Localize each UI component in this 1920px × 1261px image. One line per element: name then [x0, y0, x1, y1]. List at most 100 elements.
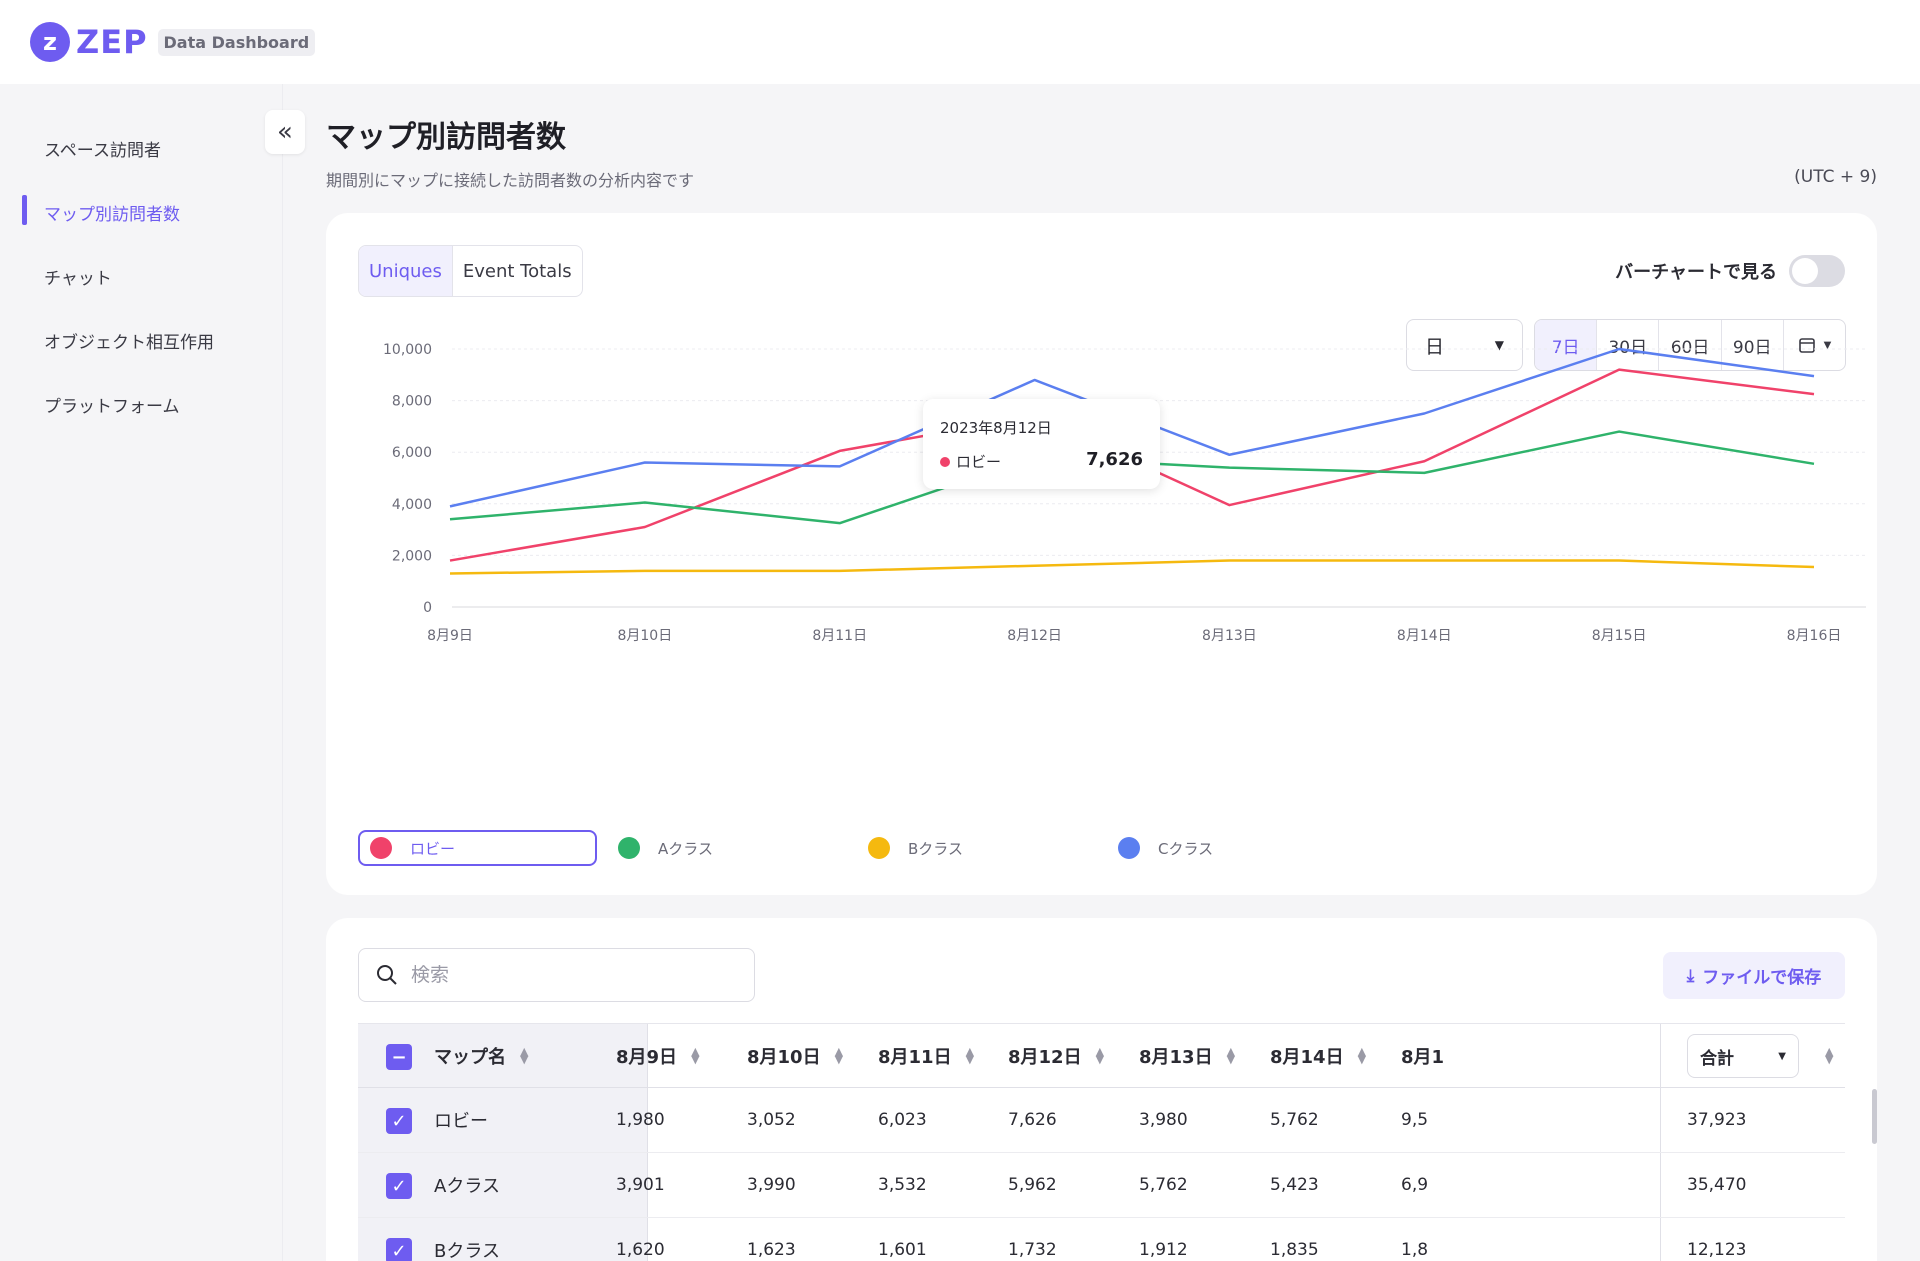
- value-cell: 1,835: [1270, 1240, 1319, 1260]
- double-chevron-left-icon: «: [277, 117, 293, 147]
- y-tick-label: 8,000: [392, 394, 432, 410]
- range-60d[interactable]: 60日: [1659, 320, 1722, 370]
- x-tick-label: 8月12日: [1007, 628, 1062, 644]
- value-cell: 6,023: [878, 1110, 927, 1130]
- header-label: 8月1: [1401, 1046, 1445, 1068]
- value-cell: 1,8: [1401, 1240, 1429, 1260]
- value-cell: 9,5: [1401, 1110, 1429, 1130]
- legend-item-c-class[interactable]: Cクラス: [1118, 830, 1213, 866]
- value-cell: 3,990: [747, 1175, 796, 1195]
- column-header-date[interactable]: 8月1: [1401, 1024, 1444, 1087]
- legend-dot-icon: [1118, 837, 1140, 859]
- tooltip-series: ロビー: [940, 451, 1001, 472]
- value-cell: 1,980: [616, 1110, 665, 1130]
- table-row[interactable]: ✓ Bクラス 1,620 1,623 1,601 1,732 1,912 1,835 1,8 12…: [358, 1218, 1845, 1261]
- bar-chart-toggle[interactable]: [1789, 255, 1845, 287]
- y-tick-label: 0: [423, 600, 432, 616]
- series-dot-icon: [940, 456, 950, 467]
- fixed-column: ✓ Aクラス: [358, 1153, 648, 1217]
- sidebar-item-space-visitors[interactable]: スペース訪問者: [44, 141, 161, 161]
- column-header-date[interactable]: 8月10日 ▲ ▼: [747, 1024, 843, 1087]
- sidebar-item-chat[interactable]: チャット: [44, 269, 112, 289]
- sort-icon: ▲ ▼: [1357, 1044, 1367, 1066]
- x-tick-label: 8月15日: [1592, 628, 1647, 644]
- download-icon: ⤓: [1686, 965, 1695, 986]
- x-tick-label: 8月14日: [1397, 628, 1452, 644]
- column-header-date[interactable]: 8月13日 ▲ ▼: [1139, 1024, 1235, 1087]
- total-select-value: 合計: [1700, 1048, 1734, 1069]
- select-all-checkbox[interactable]: −: [386, 1044, 412, 1070]
- save-file-button[interactable]: ⤓ ファイルで保存: [1663, 952, 1845, 999]
- y-tick-label: 6,000: [392, 445, 432, 461]
- legend-item-lobby[interactable]: ロビー: [358, 830, 597, 866]
- value-cell: 3,532: [878, 1175, 927, 1195]
- row-checkbox[interactable]: ✓: [386, 1173, 412, 1199]
- sidebar-item-platform[interactable]: プラットフォーム: [44, 397, 180, 417]
- line-chart: 0 2,000 4,000 6,000 8,000 10,000 8月9日 8月10日 8月11…: [383, 342, 1866, 644]
- column-header-map-name[interactable]: マップ名 ▲ ▼: [434, 1024, 528, 1087]
- legend-item-a-class[interactable]: Aクラス: [618, 830, 713, 866]
- range-selector: 7日 30日 60日 90日 ▼: [1534, 319, 1846, 371]
- total-cell: 37,923: [1687, 1110, 1747, 1130]
- calendar-icon: [1798, 338, 1815, 353]
- value-cell: 7,626: [1008, 1110, 1057, 1130]
- range-90d[interactable]: 90日: [1722, 320, 1784, 370]
- value-cell: 3,980: [1139, 1110, 1188, 1130]
- row-checkbox[interactable]: ✓: [386, 1238, 412, 1261]
- value-cell: 1,601: [878, 1240, 927, 1260]
- fixed-column: ✓ ロビー: [358, 1088, 648, 1152]
- brand-name[interactable]: ZEP: [76, 23, 148, 61]
- chart-tooltip: 2023年8月12日 ロビー 7,626: [923, 399, 1160, 489]
- sort-icon: ▲ ▼: [834, 1044, 844, 1066]
- sidebar-item-object-interaction[interactable]: オブジェクト相互作用: [44, 333, 214, 353]
- row-checkbox[interactable]: ✓: [386, 1108, 412, 1134]
- collapse-sidebar-button[interactable]: «: [265, 110, 305, 154]
- column-header-date[interactable]: 8月12日 ▲ ▼: [1008, 1024, 1104, 1087]
- value-cell: 1,620: [616, 1240, 665, 1260]
- search-input[interactable]: [411, 964, 741, 986]
- caret-down-icon: ▼: [1778, 1050, 1786, 1062]
- fixed-column: ✓ Bクラス: [358, 1218, 648, 1261]
- search-box: [358, 948, 755, 1002]
- tab-event-totals[interactable]: Event Totals: [462, 260, 572, 282]
- table-body: ✓ ロビー 1,980 3,052 6,023 7,626 3,980 5,762 9,5 37,…: [358, 1088, 1845, 1261]
- caret-down-icon: ▼: [1823, 339, 1832, 351]
- save-file-label: ファイルで保存: [1702, 968, 1822, 988]
- granularity-select[interactable]: 日 ▼: [1406, 319, 1523, 371]
- total-cell-wrap: 35,470: [1660, 1153, 1845, 1217]
- sort-icon[interactable]: ▲ ▼: [1825, 1045, 1834, 1066]
- page-subtitle: 期間別にマップに接続した訪問者数の分析内容です: [326, 171, 695, 190]
- active-indicator: [22, 195, 27, 225]
- total-cell-wrap: 37,923: [1660, 1088, 1845, 1152]
- range-7d[interactable]: 7日: [1535, 320, 1598, 370]
- legend-item-b-class[interactable]: Bクラス: [868, 830, 963, 866]
- table-row[interactable]: ✓ Aクラス 3,901 3,990 3,532 5,962 5,762 5,423 6,9 35…: [358, 1153, 1845, 1218]
- legend-dot-icon: [370, 837, 392, 859]
- column-header-date[interactable]: 8月9日 ▲ ▼: [616, 1024, 700, 1087]
- header-label: 8月13日: [1139, 1046, 1213, 1068]
- column-header-date[interactable]: 8月14日 ▲ ▼: [1270, 1024, 1366, 1087]
- table-scrollbar[interactable]: [1872, 1089, 1877, 1144]
- value-cell: 5,762: [1270, 1110, 1319, 1130]
- table-row[interactable]: ✓ ロビー 1,980 3,052 6,023 7,626 3,980 5,762 9,5 37,…: [358, 1088, 1845, 1153]
- page-title: マップ別訪問者数: [326, 120, 566, 155]
- metric-tabs: Uniques Event Totals: [358, 245, 583, 297]
- total-column-header: 合計 ▼ ▲ ▼: [1660, 1024, 1845, 1087]
- column-header-date[interactable]: 8月11日 ▲ ▼: [878, 1024, 974, 1087]
- total-select[interactable]: 合計 ▼: [1687, 1034, 1799, 1078]
- value-cell: 5,962: [1008, 1175, 1057, 1195]
- calendar-picker[interactable]: ▼: [1784, 320, 1845, 370]
- total-cell: 35,470: [1687, 1175, 1747, 1195]
- header-label: 8月14日: [1270, 1046, 1344, 1068]
- sidebar-item-map-visitors[interactable]: マップ別訪問者数: [44, 205, 180, 225]
- tab-uniques[interactable]: Uniques: [359, 246, 453, 296]
- x-tick-label: 8月9日: [427, 628, 473, 644]
- series-line[interactable]: [449, 559, 1815, 575]
- table-header-row: − マップ名 ▲ ▼ 8月9日 ▲ ▼ 8月10日 ▲ ▼ 8月11日 ▲ ▼ 8月12日 ▲ ▼ 8月13…: [358, 1024, 1845, 1088]
- value-cell: 1,623: [747, 1240, 796, 1260]
- tooltip-value: 7,626: [1086, 449, 1143, 470]
- total-cell: 12,123: [1687, 1240, 1747, 1260]
- zep-logo-icon[interactable]: z: [30, 22, 70, 62]
- header-label: 8月9日: [616, 1046, 678, 1068]
- timezone-label: (UTC + 9): [1794, 167, 1877, 187]
